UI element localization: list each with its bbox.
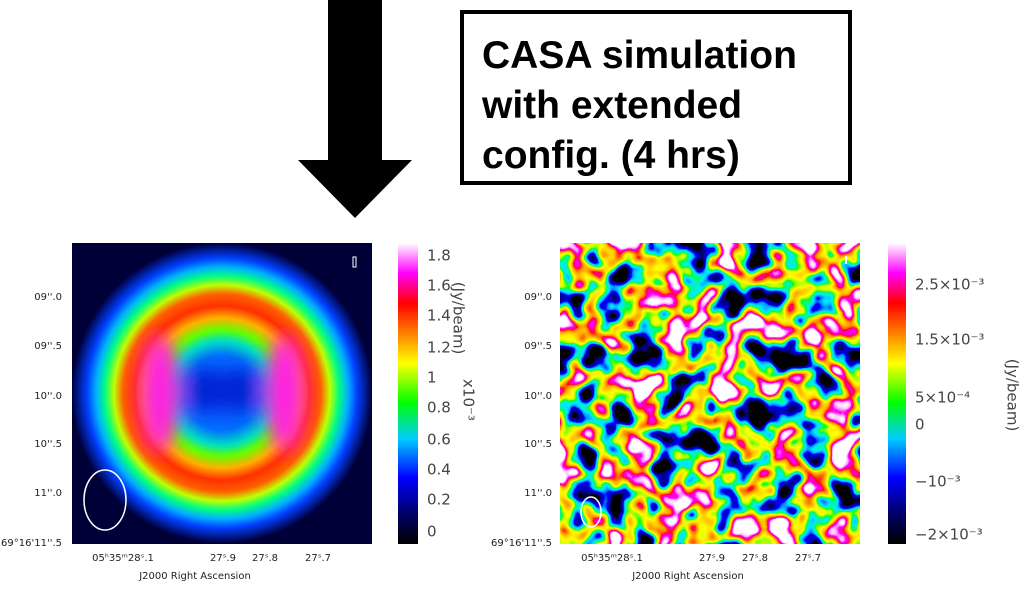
x-tick-label: 27ˢ.7 xyxy=(305,553,331,564)
x-tick-label: 27ˢ.7 xyxy=(795,553,821,564)
x-tick-label: 05ʰ35ᵐ28ˢ.1 xyxy=(92,553,154,564)
x-tick-label: 27ˢ.8 xyxy=(742,553,768,564)
colorbar-label: 0 xyxy=(427,523,437,541)
y-tick-label: 10''.0 xyxy=(524,391,552,402)
colorbar-label: 1.4 xyxy=(427,307,451,325)
colorbar-label: 2.5×10⁻³ xyxy=(915,276,984,294)
y-tick-label: 10''.0 xyxy=(34,391,62,402)
annotation-line: config. (4 hrs) xyxy=(482,134,740,177)
colorbar-label: 1.5×10⁻³ xyxy=(915,331,984,349)
x-tick-label: 05ʰ35ᵐ28ˢ.1 xyxy=(581,553,643,564)
colorbar-title: (Jy/beam) x10⁻³ xyxy=(450,282,478,421)
colorbar-label: 0 xyxy=(915,416,925,434)
colorbar-label: 1.6 xyxy=(427,277,451,295)
colorbar-label: 0.8 xyxy=(427,399,451,417)
x-axis-title: J2000 Right Ascension xyxy=(631,571,744,582)
colorbar-label: 1.8 xyxy=(427,247,451,265)
model-image xyxy=(72,243,372,544)
y-tick-label: 10''.5 xyxy=(34,439,62,450)
colorbar-unit: (Jy/beam) xyxy=(450,282,468,355)
x-tick-label: 27ˢ.9 xyxy=(699,553,725,564)
x-tick-label: 27ˢ.9 xyxy=(210,553,236,564)
colorbar-title: (Jy/beam) xyxy=(1004,359,1022,432)
annotation-line: CASA simulation xyxy=(482,34,797,77)
colorbar-label: 1 xyxy=(427,369,437,387)
y-tick-label: 09''.5 xyxy=(524,341,552,352)
colorbar-label: −2×10⁻³ xyxy=(915,526,983,544)
colorbar xyxy=(888,243,906,544)
y-tick-label: 11''.0 xyxy=(524,488,552,499)
annotation-line: with extended xyxy=(481,84,742,127)
colorbar-unit: (Jy/beam) xyxy=(1004,359,1022,432)
colorbar-label: 0.2 xyxy=(427,491,451,509)
x-axis-title: J2000 Right Ascension xyxy=(138,571,251,582)
y-tick-label: 69°16'11''.5 xyxy=(1,538,62,549)
colorbar-label: 1.2 xyxy=(427,339,451,357)
figure: CASA simulation with extended config. (4… xyxy=(0,0,1029,591)
y-tick-label: 09''.5 xyxy=(34,341,62,352)
colorbar-scale: x10⁻³ xyxy=(460,379,478,421)
y-tick-label: 09''.0 xyxy=(524,292,552,303)
y-tick-label: 11''.0 xyxy=(34,488,62,499)
y-tick-label: 09''.0 xyxy=(34,292,62,303)
colorbar-label: 0.6 xyxy=(427,431,451,449)
colorbar-label: 0.4 xyxy=(427,461,451,479)
simulated-image xyxy=(560,243,860,544)
y-tick-label: 69°16'11''.5 xyxy=(491,538,552,549)
colorbar xyxy=(398,243,418,544)
colorbar-label: 5×10⁻⁴ xyxy=(915,389,970,407)
y-tick-label: 10''.5 xyxy=(524,439,552,450)
colorbar-label: −10⁻³ xyxy=(915,473,961,491)
x-tick-label: 27ˢ.8 xyxy=(252,553,278,564)
arrow xyxy=(298,0,412,218)
